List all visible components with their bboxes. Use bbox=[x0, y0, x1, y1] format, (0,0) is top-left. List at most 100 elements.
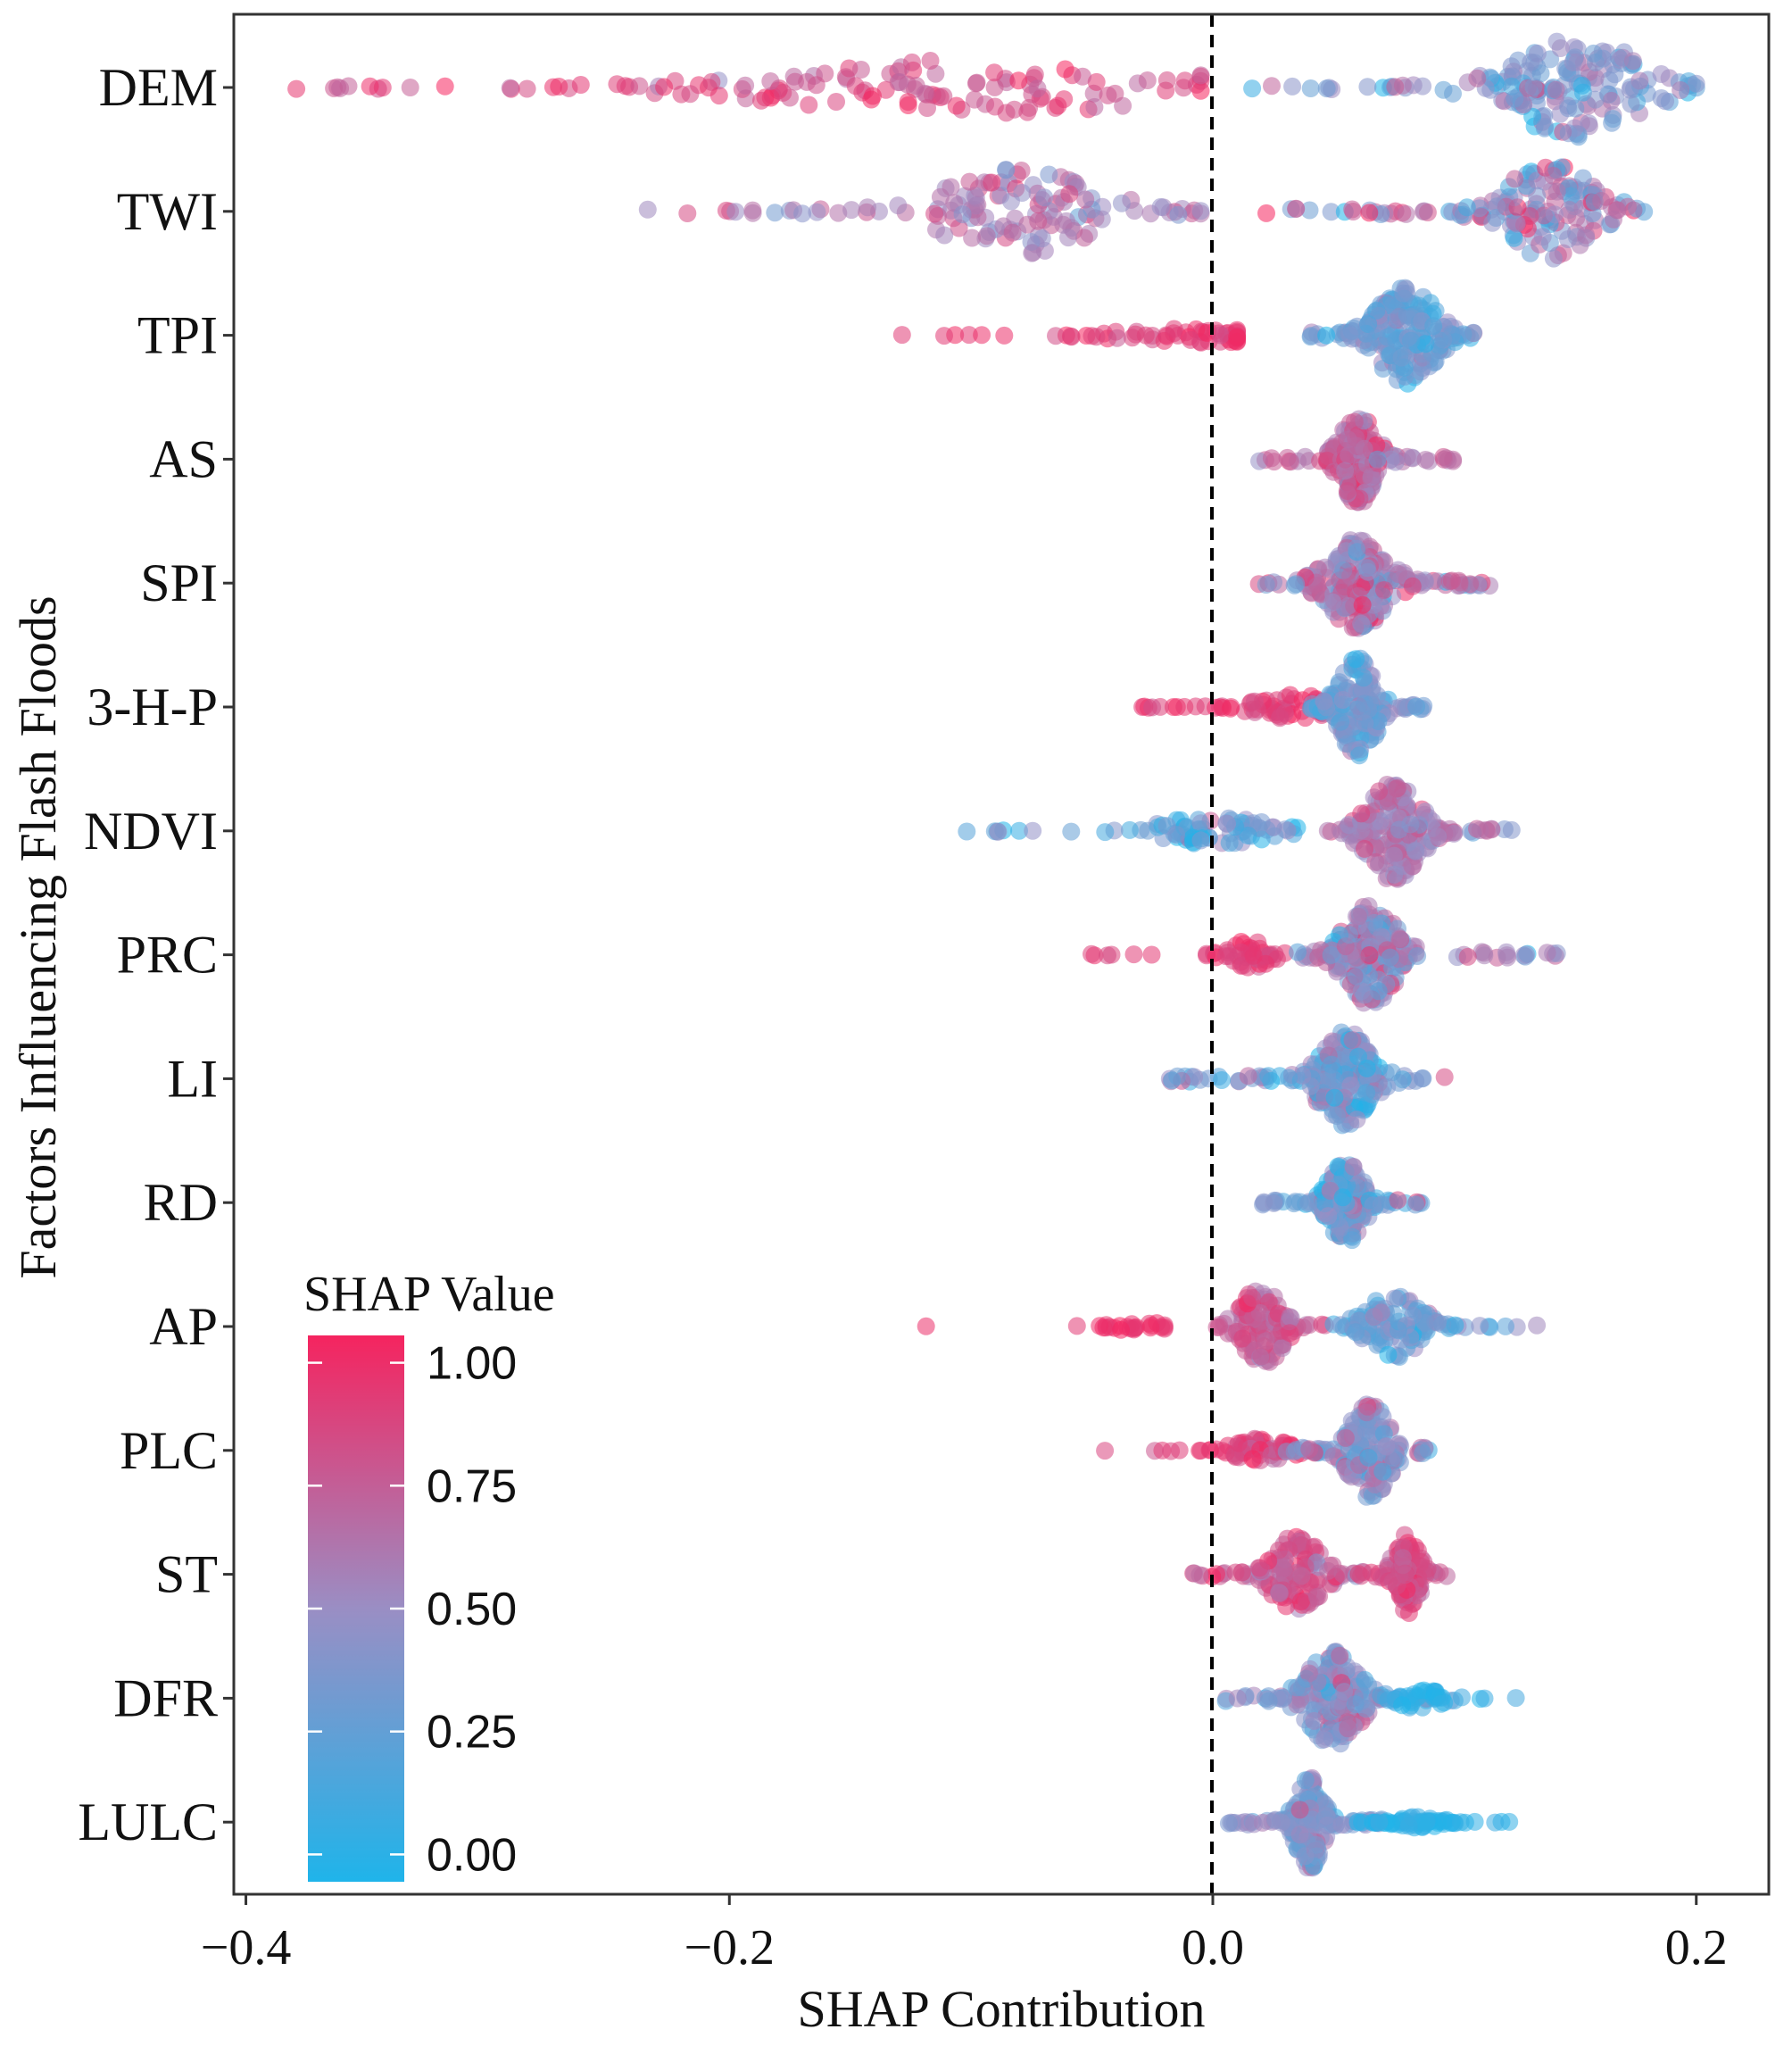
shap-point-dem-0-123 bbox=[916, 84, 934, 103]
shap-point-as-0-176 bbox=[1368, 450, 1387, 469]
shap-point-dem-1-155 bbox=[1604, 110, 1622, 129]
shap-point-tpi-1-197 bbox=[1367, 329, 1386, 346]
shap-point-rd-0-171 bbox=[1319, 1207, 1338, 1226]
shap-point-3-h-p-1-167 bbox=[1317, 698, 1336, 717]
shap-point-twi-0-117 bbox=[793, 204, 812, 223]
shap-point-dem-0-124 bbox=[702, 72, 721, 91]
shap-point-twi-1-109 bbox=[1533, 228, 1552, 246]
shap-point-tpi-1-194 bbox=[1399, 310, 1418, 329]
shap-point-st-1-88 bbox=[1394, 1556, 1413, 1575]
shap-point-plc-0-18 bbox=[1096, 1442, 1115, 1460]
shap-point-tpi-0-54 bbox=[1108, 329, 1126, 347]
shap-point-dem-0-118 bbox=[630, 77, 649, 96]
shap-point-ap-1-94 bbox=[1244, 1308, 1263, 1327]
shap-point-spi-0-226 bbox=[1353, 595, 1372, 614]
x-tick-label-3: 0.2 bbox=[1665, 1920, 1728, 1975]
shap-point-lulc-0-177 bbox=[1219, 1814, 1238, 1833]
shap-point-dem-0-85 bbox=[287, 79, 306, 98]
shap-point-tpi-1-191 bbox=[1340, 326, 1359, 345]
shap-point-twi-0-93 bbox=[935, 226, 954, 245]
shap-point-dfr-1-12 bbox=[1475, 1689, 1494, 1708]
shap-point-prc-1-201 bbox=[1390, 929, 1408, 948]
x-tick-label-1: −0.2 bbox=[684, 1920, 775, 1975]
shap-point-plc-0-69 bbox=[1243, 1450, 1262, 1468]
shap-point-dem-1-153 bbox=[1586, 90, 1605, 109]
y-tick-label-twi: TWI bbox=[117, 182, 218, 241]
shap-point-lulc-0-176 bbox=[1303, 1810, 1321, 1829]
shap-point-dem-1-131 bbox=[1551, 39, 1570, 57]
shap-point-plc-1-166 bbox=[1336, 1428, 1355, 1447]
shap-point-tpi-1-178 bbox=[1424, 317, 1443, 336]
shap-point-lulc-0-169 bbox=[1332, 1816, 1351, 1834]
shap-point-twi-0-108 bbox=[983, 173, 1001, 192]
shap-point-li-0-209 bbox=[1293, 1066, 1312, 1085]
shap-point-tpi-0-56 bbox=[1083, 327, 1101, 345]
shap-point-twi-1-128 bbox=[1608, 201, 1627, 220]
data-points bbox=[287, 32, 1705, 1877]
shap-point-3-h-p-1-166 bbox=[1356, 694, 1374, 713]
shap-point-prc-1-205 bbox=[1348, 967, 1365, 986]
shap-point-twi-0-128 bbox=[997, 161, 1015, 179]
shap-point-spi-0-227 bbox=[1442, 571, 1461, 590]
shap-point-li-0-155 bbox=[1163, 1071, 1182, 1090]
shap-point-ndvi-1-198 bbox=[1340, 816, 1358, 835]
shap-point-prc-0-41 bbox=[1142, 945, 1161, 964]
shap-point-as-0-177 bbox=[1338, 482, 1356, 500]
shap-point-ndvi-1-197 bbox=[1406, 842, 1425, 861]
shap-point-twi-1-143 bbox=[1547, 182, 1566, 201]
shap-point-twi-0-111 bbox=[808, 203, 826, 221]
shap-point-ap-0-18 bbox=[917, 1317, 935, 1335]
shap-point-twi-1-146 bbox=[1544, 249, 1563, 268]
legend-colorbar bbox=[308, 1335, 404, 1882]
shap-point-dem-0-94 bbox=[985, 78, 1004, 96]
shap-point-dem-0-89 bbox=[1157, 71, 1176, 89]
shap-point-dem-0-90 bbox=[550, 78, 568, 96]
shap-point-dem-0-71 bbox=[967, 73, 986, 92]
shap-point-prc-0-38 bbox=[1099, 946, 1116, 965]
shap-point-as-0-136 bbox=[1278, 448, 1297, 467]
legend-ticks: 1.00 0.75 0.50 0.25 0.00 bbox=[308, 1338, 517, 1881]
shap-point-tpi-0-42 bbox=[1062, 328, 1081, 346]
shap-point-dem-1-116 bbox=[1263, 77, 1281, 96]
shap-point-ndvi-1-190 bbox=[1429, 828, 1448, 846]
shap-point-ap-1-104 bbox=[1243, 1288, 1262, 1307]
shap-point-tpi-0-58 bbox=[1165, 320, 1183, 338]
shap-point-rd-0-170 bbox=[1389, 1191, 1407, 1210]
shap-point-prc-1-182 bbox=[1475, 946, 1494, 965]
shap-point-dem-0-2 bbox=[401, 79, 419, 96]
shap-point-tpi-1-166 bbox=[1317, 326, 1336, 345]
shap-point-twi-0-40 bbox=[1012, 162, 1031, 179]
shap-point-ndvi-1-192 bbox=[1370, 782, 1389, 801]
shap-point-ndvi-1-178 bbox=[1356, 839, 1373, 858]
shap-point-ndvi-0-77 bbox=[1239, 827, 1257, 844]
shap-point-as-0-158 bbox=[1262, 449, 1281, 468]
shap-point-li-0-211 bbox=[1348, 1110, 1366, 1129]
shap-point-dfr-0-185 bbox=[1339, 1719, 1357, 1738]
shap-point-twi-1-133 bbox=[1488, 197, 1506, 216]
shap-point-3-h-p-1-161 bbox=[1368, 686, 1387, 704]
shap-point-dem-0-48 bbox=[1087, 72, 1106, 91]
shap-point-twi-1-120 bbox=[1287, 199, 1306, 218]
shap-point-tpi-0-17 bbox=[995, 326, 1014, 345]
shap-point-dfr-0-173 bbox=[1359, 1676, 1378, 1694]
shap-point-spi-0-229 bbox=[1308, 577, 1326, 595]
y-tick-label-rd: RD bbox=[144, 1173, 218, 1232]
shap-point-twi-0-59 bbox=[963, 229, 982, 247]
shap-point-dem-0-106 bbox=[934, 87, 953, 105]
shap-point-dem-0-126 bbox=[918, 99, 936, 117]
shap-point-ap-1-80 bbox=[1300, 1316, 1319, 1335]
shap-point-ap-2-106 bbox=[1426, 1313, 1445, 1331]
shap-point-dem-1-167 bbox=[1623, 52, 1642, 71]
shap-point-li-0-214 bbox=[1325, 1088, 1344, 1107]
shap-point-st-0-133 bbox=[1292, 1567, 1311, 1585]
x-axis: −0.4 −0.2 0.0 0.2 bbox=[201, 1894, 1728, 1975]
shap-point-dem-0-125 bbox=[709, 87, 728, 105]
shap-point-st-0-105 bbox=[1291, 1535, 1310, 1554]
y-tick-label-plc: PLC bbox=[120, 1421, 218, 1480]
shap-point-dem-0-74 bbox=[1106, 84, 1124, 103]
shap-point-3-h-p-1-162 bbox=[1354, 669, 1373, 687]
shap-point-dem-0-111 bbox=[761, 72, 780, 90]
shap-point-tpi-1-192 bbox=[1414, 359, 1432, 378]
shap-point-ndvi-0-76 bbox=[1157, 817, 1176, 836]
shap-point-twi-0-97 bbox=[1035, 188, 1054, 207]
